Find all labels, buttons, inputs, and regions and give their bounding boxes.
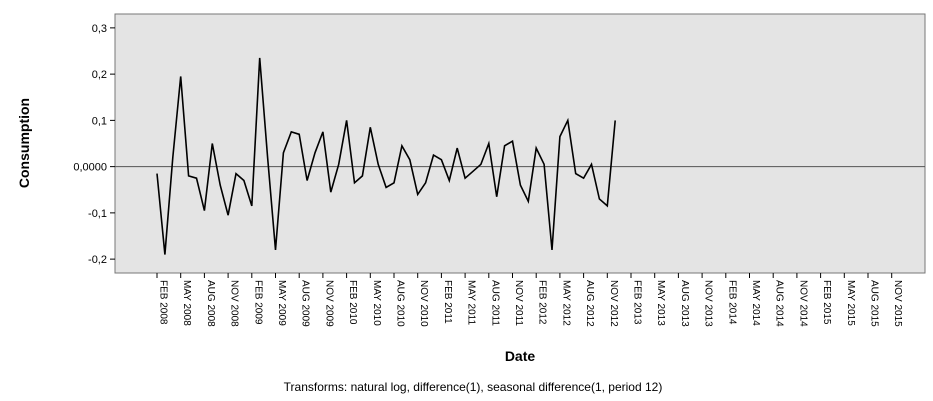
x-tick-label: NOV 2014 [797,280,808,327]
x-tick-label: MAY 2013 [655,280,666,326]
x-tick-label: NOV 2012 [608,280,619,327]
x-tick-label: NOV 2015 [892,280,903,327]
x-tick-label: MAY 2008 [181,280,192,326]
y-tick-label: 0,0000 [73,162,107,174]
x-tick-label: FEB 2011 [442,280,453,324]
x-tick-label: FEB 2014 [726,280,737,325]
x-tick-label: FEB 2013 [632,280,643,325]
x-tick-label: FEB 2009 [252,280,263,325]
x-tick-label: NOV 2009 [323,280,334,327]
x-tick-label: MAY 2011 [466,280,477,325]
y-axis: 0,3 0,2 0,1 0,0000 -0,1 -0,2 [73,23,115,266]
x-tick-label: NOV 2010 [418,280,429,327]
x-axis-title: Date [505,348,536,364]
plot-area [115,14,925,273]
x-tick-label: FEB 2015 [821,280,832,325]
x-tick-label: AUG 2009 [300,280,311,327]
y-tick-label: -0,1 [88,208,107,220]
x-tick-label: AUG 2015 [869,280,880,327]
x-tick-label: AUG 2008 [205,280,216,327]
x-tick-label: NOV 2011 [513,280,524,326]
x-tick-label: FEB 2010 [347,280,358,325]
y-tick-label: 0,2 [92,69,107,81]
y-tick-label: -0,2 [88,254,107,266]
x-tick-label: AUG 2013 [679,280,690,327]
y-tick-label: 0,3 [92,23,107,35]
x-tick-label: MAY 2009 [276,280,287,326]
x-tick-label: MAY 2012 [560,280,571,326]
x-tick-label: AUG 2012 [584,280,595,327]
x-tick-label: AUG 2010 [395,280,406,327]
x-tick-label: FEB 2008 [158,280,169,325]
x-tick-label: MAY 2010 [371,280,382,326]
x-tick-label: MAY 2015 [845,280,856,326]
x-tick-label: AUG 2014 [774,280,785,327]
x-axis: FEB 2008 MAY 2008 AUG 2008 NOV 2008 FEB 2009… [157,273,903,327]
x-tick-label: NOV 2013 [703,280,714,327]
x-tick-label: FEB 2012 [537,280,548,325]
y-tick-label: 0,1 [92,115,107,127]
x-tick-label: MAY 2014 [750,280,761,326]
x-tick-label: NOV 2008 [229,280,240,327]
y-axis-title: Consumption [16,98,32,188]
x-tick-label: AUG 2011 [489,280,500,326]
transforms-footnote: Transforms: natural log, difference(1), … [284,380,663,394]
